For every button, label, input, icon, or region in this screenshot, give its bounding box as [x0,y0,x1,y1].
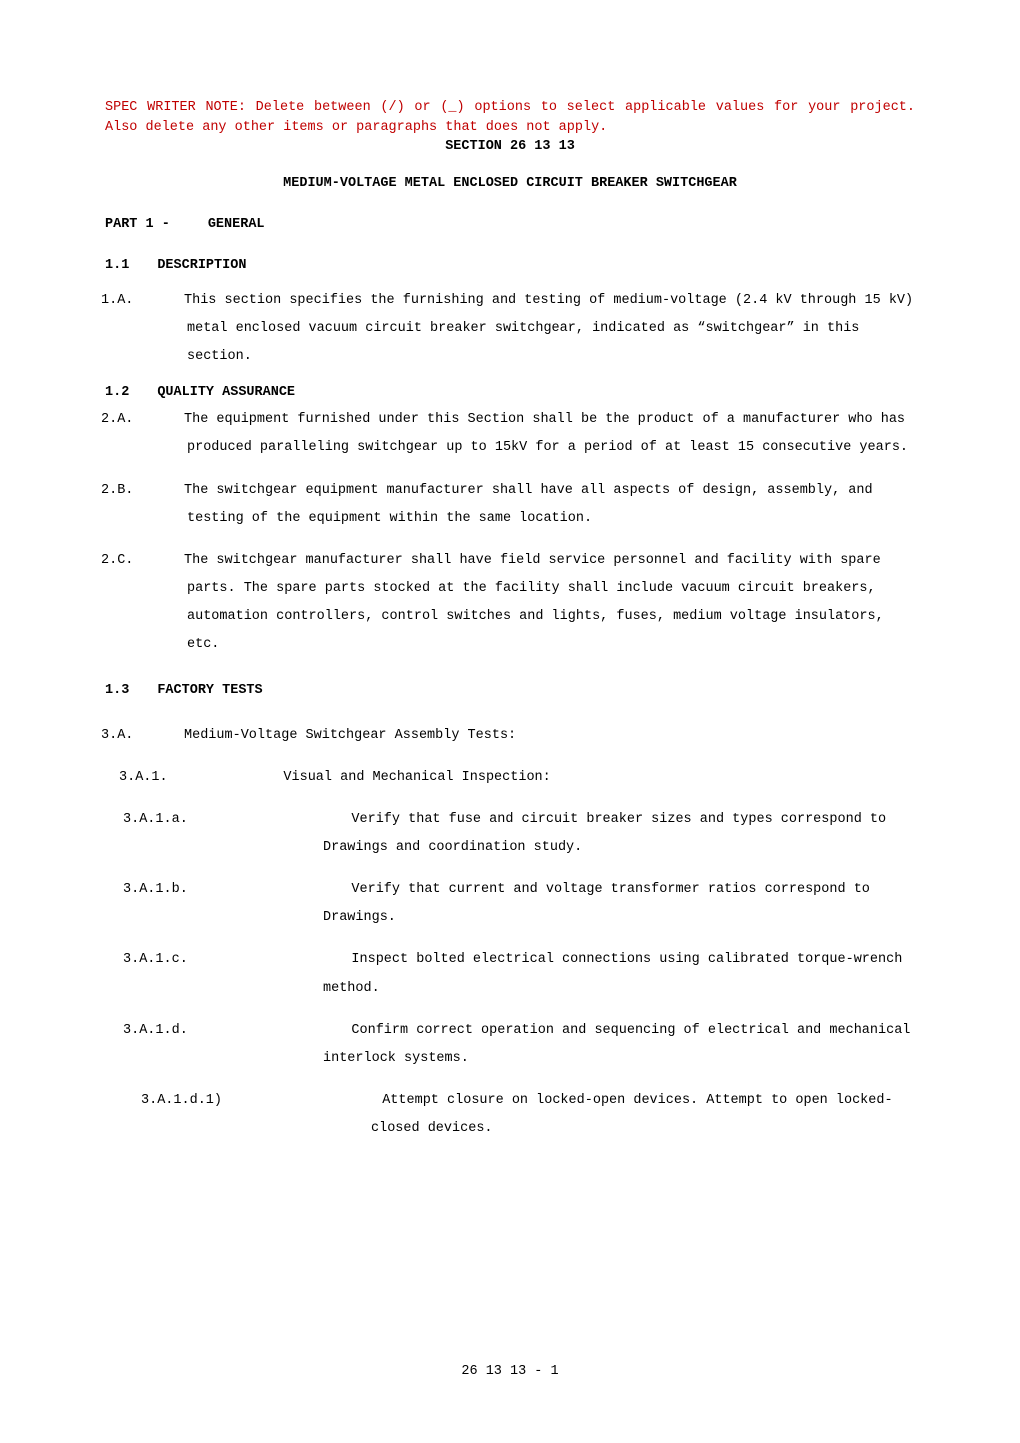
para-2c: 2.C.The switchgear manufacturer shall ha… [105,547,915,659]
document-title: MEDIUM-VOLTAGE METAL ENCLOSED CIRCUIT BR… [105,176,915,191]
para-3a1c: 3.A.1.c. Inspect bolted electrical conne… [105,946,915,1002]
para-2a-text: The equipment furnished under this Secti… [184,412,908,455]
document-page: SPEC WRITER NOTE: Delete between (/) or … [0,0,1020,1443]
para-3a1d1: 3.A.1.d.1) Attempt closure on locked-ope… [105,1087,915,1143]
section-1-3-heading: 1.3 FACTORY TESTS [105,683,915,698]
para-3a1a-text: Verify that fuse and circuit breaker siz… [323,812,886,855]
para-1a-text: This section specifies the furnishing an… [184,293,913,364]
part-1-label: GENERAL [208,217,265,232]
spec-writer-note: SPEC WRITER NOTE: Delete between (/) or … [105,98,915,137]
para-2b-text: The switchgear equipment manufacturer sh… [184,483,873,526]
para-3a-text: Medium-Voltage Switchgear Assembly Tests… [184,728,516,743]
section-1-2-label: QUALITY ASSURANCE [157,385,295,400]
para-3a1c-text: Inspect bolted electrical connections us… [323,952,902,995]
para-3a1b-text: Verify that current and voltage transfor… [323,882,870,925]
page-footer: 26 13 13 - 1 [0,1364,1020,1379]
para-3a1-text: Visual and Mechanical Inspection: [283,770,550,785]
section-1-1-label: DESCRIPTION [157,258,246,273]
para-2a: 2.A.The equipment furnished under this S… [105,406,915,462]
para-3a1a-num: 3.A.1.a. [223,806,319,834]
para-3a-num: 3.A. [144,722,184,750]
section-1-1-num: 1.1 [105,258,129,273]
para-3a1: 3.A.1. Visual and Mechanical Inspection: [105,764,915,792]
para-2c-num: 2.C. [144,547,184,575]
para-2b-num: 2.B. [144,477,184,505]
section-1-3-num: 1.3 [105,683,129,698]
para-2c-text: The switchgear manufacturer shall have f… [184,553,884,652]
part-1-num: PART 1 - [105,217,170,232]
para-3a1c-num: 3.A.1.c. [223,946,319,974]
section-1-3-label: FACTORY TESTS [157,683,262,698]
section-number: SECTION 26 13 13 [105,139,915,154]
para-2b: 2.B.The switchgear equipment manufacture… [105,477,915,533]
para-3a1d1-text: Attempt closure on locked-open devices. … [371,1093,893,1136]
para-3a1b: 3.A.1.b. Verify that current and voltage… [105,876,915,932]
section-1-2-heading: 1.2 QUALITY ASSURANCE [105,385,915,400]
section-1-2-num: 1.2 [105,385,129,400]
para-3a: 3.A.Medium-Voltage Switchgear Assembly T… [105,722,915,750]
para-3a1d-text: Confirm correct operation and sequencing… [323,1023,910,1066]
para-3a1-num: 3.A.1. [187,764,251,792]
para-1a: 1.A.This section specifies the furnishin… [105,287,915,371]
para-3a1a: 3.A.1.a. Verify that fuse and circuit br… [105,806,915,862]
para-3a1b-num: 3.A.1.b. [223,876,319,904]
para-3a1d1-num: 3.A.1.d.1) [256,1087,366,1115]
section-1-1-heading: 1.1 DESCRIPTION [105,258,915,273]
para-1a-num: 1.A. [144,287,184,315]
para-3a1d-num: 3.A.1.d. [223,1017,319,1045]
para-2a-num: 2.A. [144,406,184,434]
para-3a1d: 3.A.1.d. Confirm correct operation and s… [105,1017,915,1073]
part-1-heading: PART 1 - GENERAL [105,217,915,232]
